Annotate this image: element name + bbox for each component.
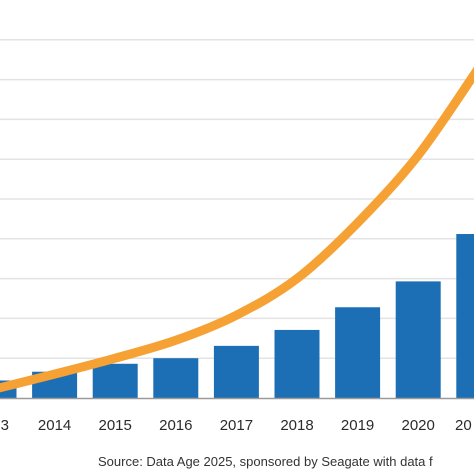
x-tick-label: 20	[455, 417, 472, 434]
x-tick-label: 2020	[402, 417, 435, 434]
x-tick-label: 3	[1, 417, 9, 434]
bar-2018	[274, 329, 320, 398]
source-note: Source: Data Age 2025, sponsored by Seag…	[98, 454, 433, 469]
x-tick-label: 2016	[159, 417, 192, 434]
trend-line	[0, 66, 474, 393]
bar-2019	[335, 307, 381, 398]
bars	[0, 234, 474, 398]
x-tick-label: 2017	[220, 417, 253, 434]
bar-2017	[213, 345, 259, 398]
x-tick-label: 2019	[341, 417, 374, 434]
bar-2020	[395, 281, 441, 398]
bar-2016	[153, 358, 199, 398]
trend-curve	[0, 66, 474, 393]
bar-2015	[92, 363, 138, 398]
gridlines	[0, 39, 474, 359]
x-tick-labels: 3 2014 2015 2016 2017 2018 2019 2020 20	[1, 417, 472, 434]
x-tick-label: 2014	[38, 417, 71, 434]
x-tick-label: 2015	[99, 417, 132, 434]
bar-2021	[456, 234, 474, 398]
x-tick-label: 2018	[280, 417, 313, 434]
